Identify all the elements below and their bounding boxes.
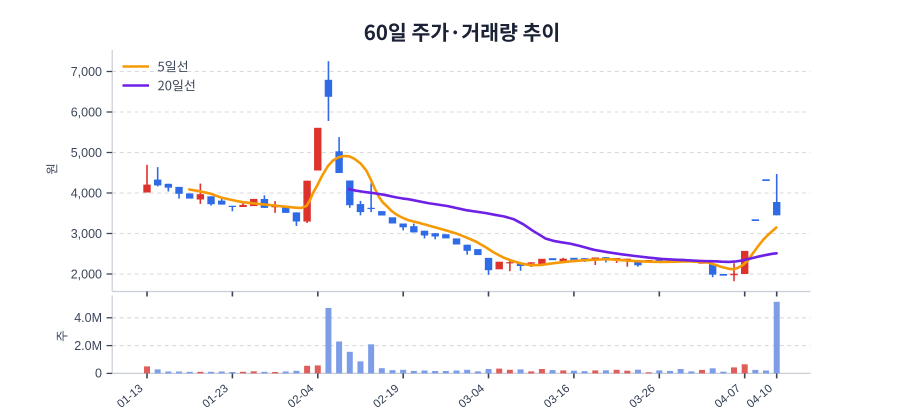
svg-text:4,000: 4,000 bbox=[71, 186, 102, 200]
svg-text:2,000: 2,000 bbox=[71, 267, 102, 281]
svg-text:5,000: 5,000 bbox=[71, 146, 102, 160]
svg-text:6,000: 6,000 bbox=[71, 105, 102, 119]
svg-text:2.0M: 2.0M bbox=[74, 339, 102, 353]
svg-text:7,000: 7,000 bbox=[71, 65, 102, 79]
svg-text:0: 0 bbox=[95, 367, 102, 381]
svg-text:4.0M: 4.0M bbox=[74, 311, 102, 325]
svg-text:3,000: 3,000 bbox=[71, 227, 102, 241]
